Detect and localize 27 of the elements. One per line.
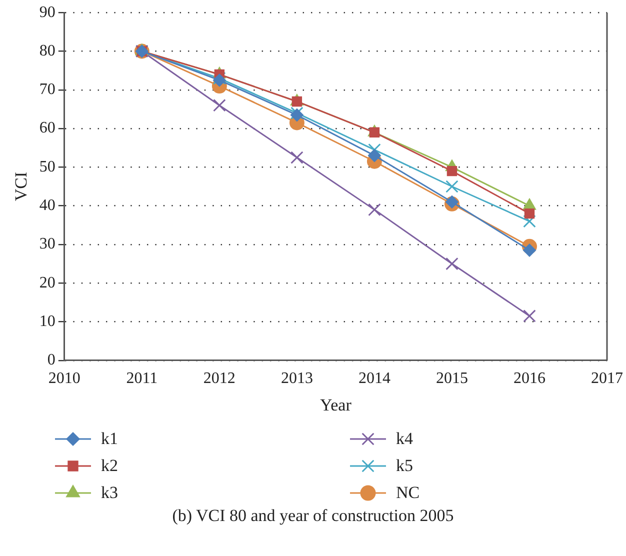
legend-label: k1	[101, 428, 118, 448]
y-axis-title: VCI	[12, 172, 31, 202]
y-tick-label: 90	[39, 4, 56, 21]
x-tick-label: 2011	[126, 370, 158, 388]
x-tick-label: 2014	[358, 370, 390, 388]
x-tick-label: 2013	[280, 370, 313, 388]
x-tick-label: 2017	[591, 370, 623, 388]
text: (b) VCI 80 and year of construction 2005	[171, 506, 455, 526]
y-tick-label: 20	[39, 274, 56, 292]
x-tick-label: 2010	[48, 370, 80, 388]
y-tick-label: 40	[39, 197, 56, 214]
y-tick-label: 60	[39, 120, 56, 137]
x-tick-label: 2016	[513, 370, 546, 388]
y-tick-label: 0	[47, 352, 56, 369]
y-tick-label: 50	[39, 158, 56, 176]
legend-label: k5	[396, 456, 413, 476]
x-tick-label: 2012	[203, 370, 236, 388]
legend-label: k2	[101, 456, 118, 476]
legend-label: k3	[101, 482, 118, 502]
legend-label: NC	[396, 482, 420, 502]
x-tick-label: 2015	[436, 370, 468, 388]
x-axis-title: Year	[320, 395, 352, 414]
y-tick-label: 30	[39, 236, 56, 253]
y-tick-label: 80	[39, 42, 56, 60]
y-tick-label: 10	[39, 312, 56, 330]
y-tick-label: 70	[39, 81, 56, 98]
legend-label: k4	[396, 428, 413, 448]
